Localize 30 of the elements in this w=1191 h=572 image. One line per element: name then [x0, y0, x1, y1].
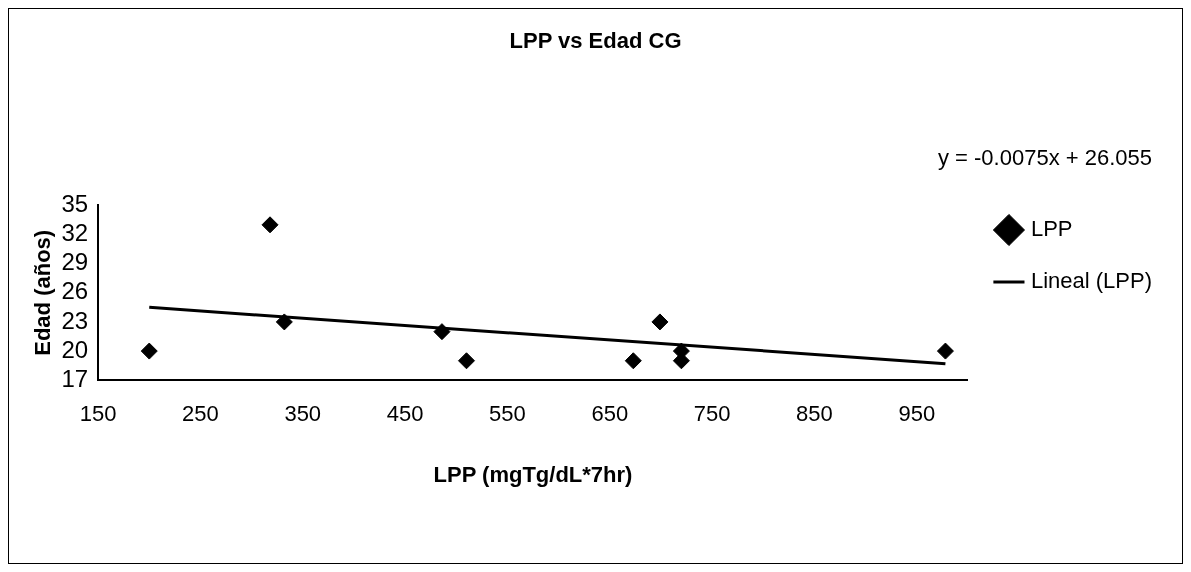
x-tick-label: 150	[79, 401, 117, 427]
text: y = -0.0075x + 26.055	[937, 145, 1152, 171]
x-tick-label: 950	[898, 401, 936, 427]
y-tick-label: 26	[61, 277, 89, 305]
y-tick-label: 23	[61, 306, 89, 334]
point	[624, 352, 642, 370]
x-tick-label: 350	[284, 401, 322, 427]
x-tick-label: 650	[591, 401, 629, 427]
point	[651, 313, 669, 331]
x-axis-title: LPP (mgTg/dL*7hr)	[433, 461, 633, 487]
chart-title: LPP vs Edad CG	[509, 28, 682, 54]
legend-label: Lineal (LPP)	[1030, 268, 1153, 294]
x-tick-label: 550	[489, 401, 526, 427]
x-tick-label: 450	[386, 401, 424, 427]
point	[433, 323, 451, 341]
legend-label: LPP	[1030, 216, 1073, 242]
y-axis-title: Edad (años)	[30, 229, 56, 356]
y-tick-label: 20	[61, 335, 89, 363]
x-tick-label: 250	[182, 401, 219, 427]
point	[458, 352, 475, 370]
y-tick-label: 17	[61, 364, 89, 392]
x-tick-label: 750	[693, 401, 731, 427]
point	[275, 313, 293, 331]
point	[936, 342, 954, 360]
y-tick-label: 29	[61, 248, 89, 276]
point	[261, 216, 279, 234]
y-tick-label: 32	[61, 219, 89, 247]
y-tick-label: 35	[61, 190, 89, 218]
x-tick-label: 850	[796, 401, 833, 427]
point	[140, 342, 158, 360]
